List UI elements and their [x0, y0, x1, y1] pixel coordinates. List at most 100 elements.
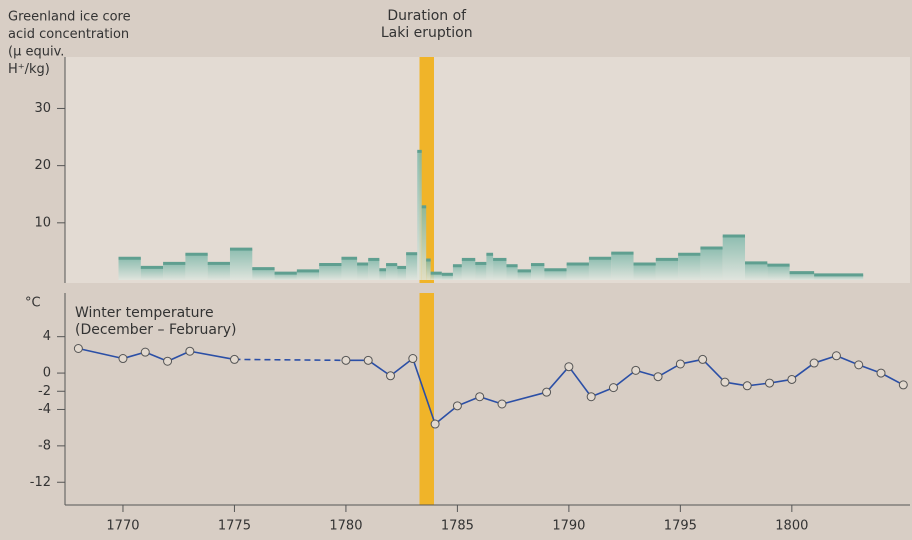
y-tick-label: -2 — [38, 384, 51, 399]
y-tick-label: -12 — [30, 475, 51, 490]
bar — [430, 273, 442, 280]
chart-title: (December – February) — [75, 322, 236, 338]
bar — [517, 270, 531, 280]
data-point — [497, 399, 507, 409]
bar — [588, 258, 612, 280]
bar — [118, 258, 141, 280]
bar — [486, 254, 494, 280]
data-point — [229, 354, 239, 364]
bar — [655, 259, 679, 280]
data-point — [386, 371, 396, 381]
bar — [319, 264, 342, 280]
line-segment — [501, 391, 547, 405]
y-tick-label: 20 — [34, 158, 51, 173]
y-tick-label: 10 — [34, 215, 51, 230]
data-point — [675, 359, 685, 369]
top-panel — [65, 57, 910, 283]
bar — [163, 263, 186, 280]
x-tick-label: 1780 — [329, 519, 362, 534]
y-tick-label: 0 — [43, 366, 51, 381]
bar — [678, 254, 701, 280]
data-point — [542, 387, 552, 397]
data-point — [898, 380, 908, 390]
x-tick-label: 1795 — [664, 519, 697, 534]
bar — [789, 272, 815, 280]
data-point — [475, 392, 485, 402]
bar — [421, 206, 427, 280]
data-point — [765, 378, 775, 388]
data-point — [73, 344, 83, 354]
x-tick-label: 1790 — [552, 519, 585, 534]
bar — [296, 270, 320, 280]
bar — [506, 265, 518, 280]
annotation: Duration of — [387, 8, 467, 24]
bar — [386, 264, 398, 280]
data-point — [698, 354, 708, 364]
data-point — [831, 351, 841, 361]
line-segment — [545, 366, 570, 393]
data-point — [653, 372, 663, 382]
bar — [566, 263, 589, 280]
y-axis-label: °C — [25, 296, 41, 311]
data-point — [876, 368, 886, 378]
data-point — [854, 360, 864, 370]
bar — [252, 268, 275, 280]
data-point — [140, 347, 150, 357]
bar — [426, 259, 431, 280]
line-segment — [412, 358, 436, 425]
bar — [140, 267, 164, 280]
line-segment — [367, 359, 391, 377]
bar — [185, 254, 208, 280]
bar — [544, 269, 567, 280]
line-segment — [702, 358, 726, 383]
bar — [530, 264, 545, 280]
bar — [368, 259, 380, 280]
data-point — [408, 354, 418, 364]
line-segment — [78, 347, 124, 360]
x-tick-label: 1775 — [218, 519, 251, 534]
bar — [700, 247, 723, 280]
data-point — [720, 377, 730, 387]
bar — [611, 253, 634, 280]
line-segment — [612, 369, 637, 389]
bar — [475, 263, 487, 280]
data-point — [118, 354, 128, 364]
bar — [633, 263, 656, 280]
line-segment — [234, 358, 346, 362]
bar — [745, 262, 768, 280]
data-point — [452, 401, 462, 411]
line-segment — [390, 357, 414, 377]
y-tick-label: 4 — [43, 329, 51, 344]
bar — [357, 263, 369, 280]
bar — [767, 265, 790, 280]
x-tick-label: 1800 — [775, 519, 808, 534]
x-tick-label: 1785 — [441, 519, 474, 534]
data-point — [742, 381, 752, 391]
bar — [461, 259, 476, 280]
y-axis-label: H⁺/kg) — [8, 62, 50, 77]
annotation: Laki eruption — [381, 25, 473, 41]
y-tick-label: 30 — [34, 101, 51, 116]
bar — [406, 253, 418, 280]
data-point — [608, 383, 618, 393]
bar — [452, 265, 462, 280]
x-tick-label: 1770 — [106, 519, 139, 534]
data-point — [809, 358, 819, 368]
line-segment — [791, 362, 815, 381]
line-segment — [189, 350, 235, 361]
y-axis-label: Greenland ice core — [8, 10, 131, 25]
bar — [229, 249, 253, 280]
line-segment — [568, 366, 592, 398]
y-axis-label: acid concentration — [8, 27, 129, 42]
bar — [379, 269, 387, 280]
data-point — [341, 355, 351, 365]
y-tick-label: -8 — [38, 438, 51, 453]
bar — [441, 274, 453, 280]
bar — [722, 235, 746, 280]
y-tick-label: -4 — [38, 402, 51, 417]
data-point — [564, 362, 574, 372]
bar — [341, 258, 358, 280]
bar — [493, 259, 507, 280]
